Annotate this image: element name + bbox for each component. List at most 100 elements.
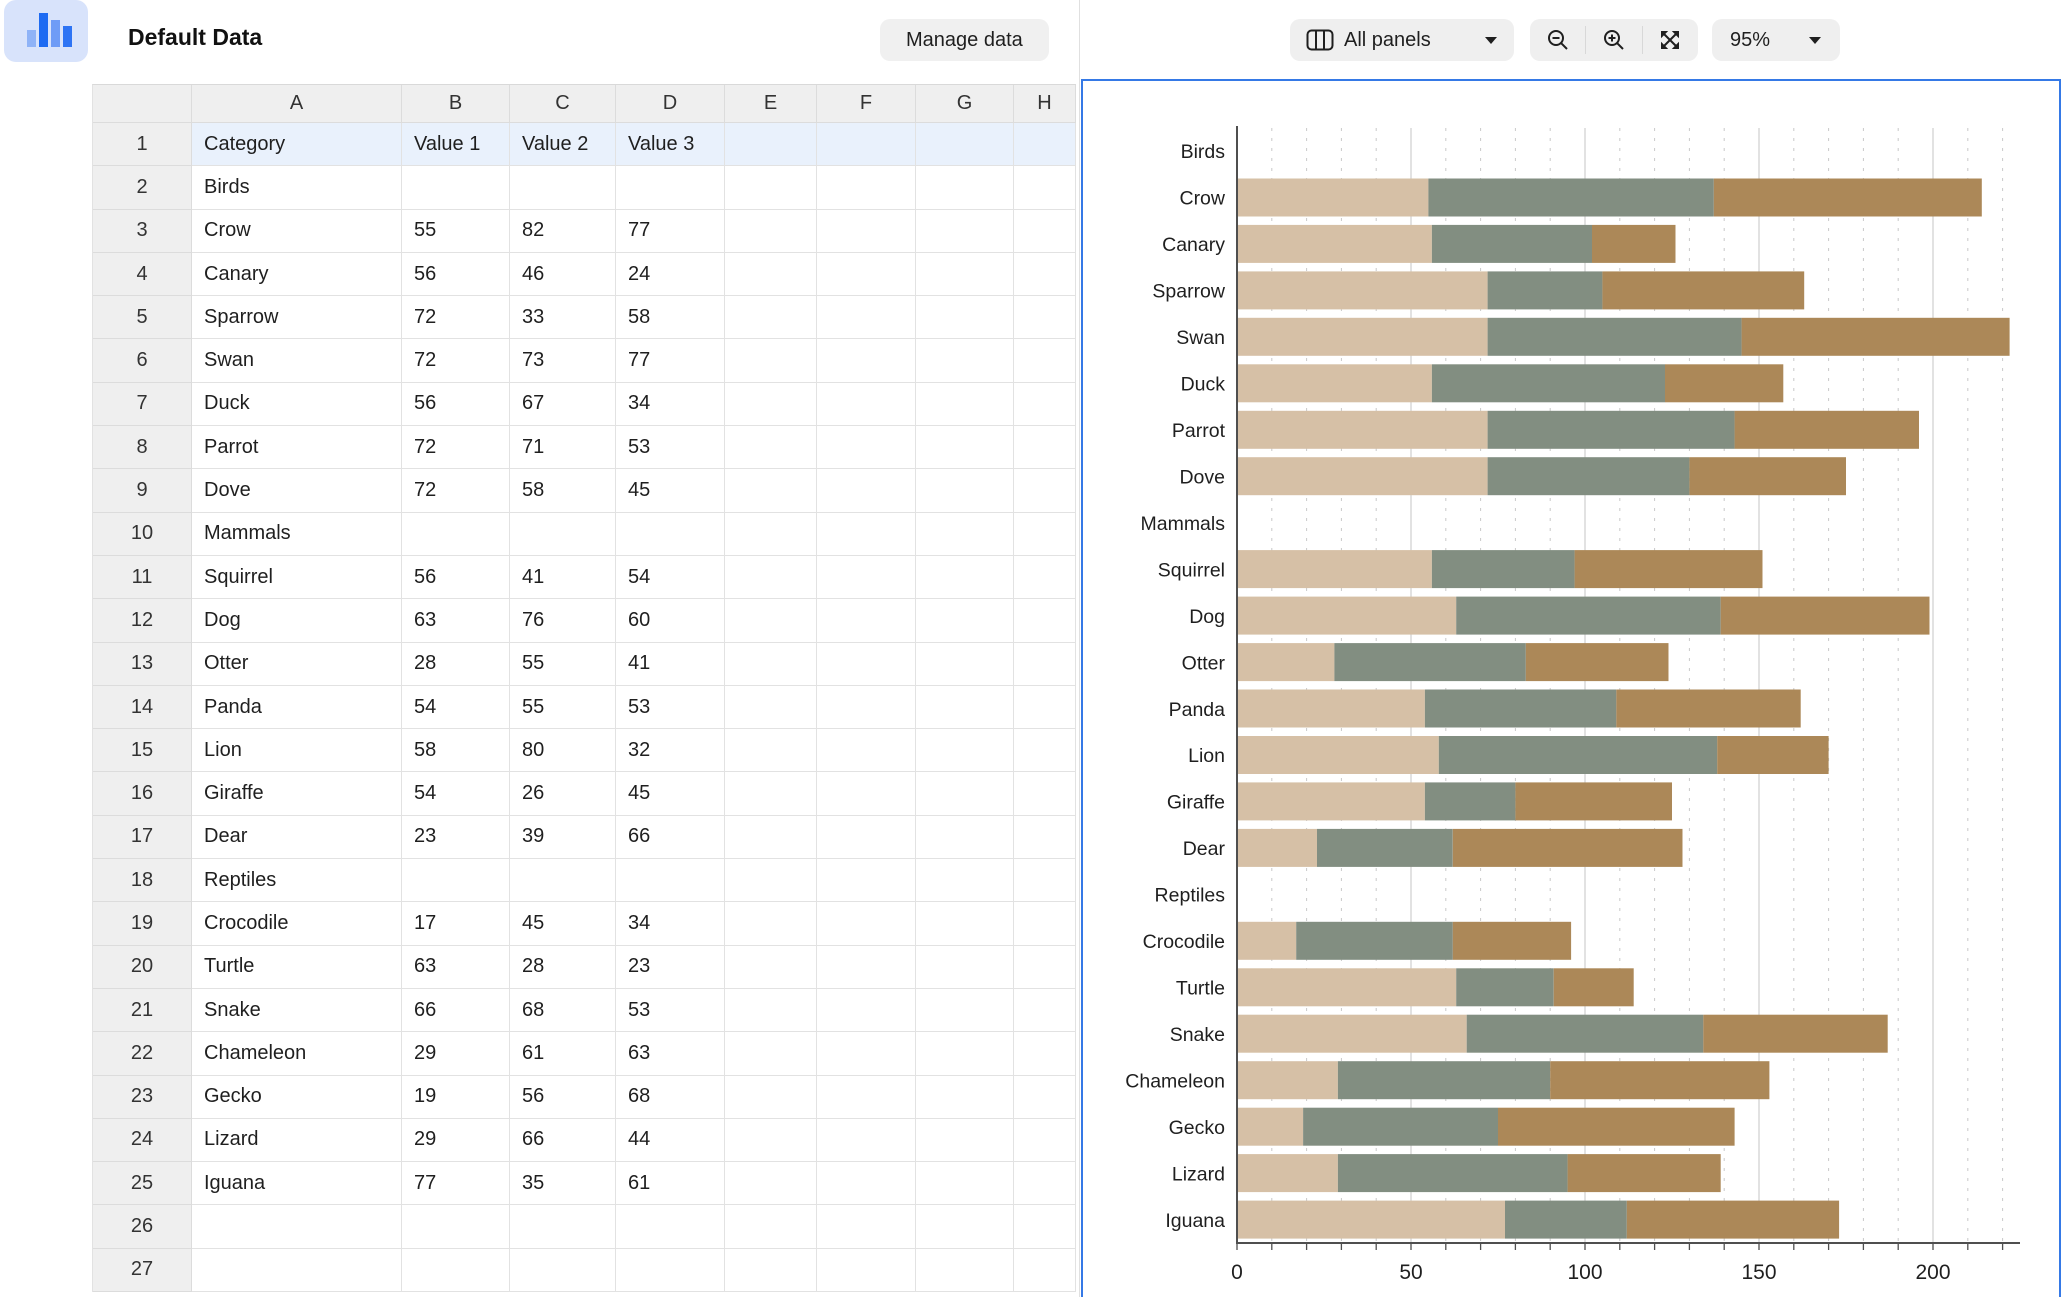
bar-segment-lion-value1[interactable] [1237,736,1439,774]
bar-segment-duck-value2[interactable] [1431,364,1666,403]
cell-D13[interactable]: 41 [616,642,725,686]
cell-C2[interactable] [510,166,616,210]
chart-panel[interactable]: 0 50 100 150 200 Birds Crow Canary Sparrow Swan Du… [1081,79,2061,1297]
cell-G11[interactable] [916,555,1014,600]
cell-F5[interactable] [817,296,916,340]
column-header-C[interactable]: C [510,85,616,123]
cell-B12[interactable]: 63 [402,599,510,643]
cell-H15[interactable] [1014,729,1076,773]
cell-B3[interactable]: 55 [402,209,510,253]
bar-segment-canary-value3[interactable] [1592,224,1676,263]
cell-A27[interactable] [192,1248,402,1293]
cell-C3[interactable]: 82 [510,209,616,253]
cell-C18[interactable] [510,859,616,903]
row-number-7[interactable]: 7 [93,382,192,427]
cell-G4[interactable] [916,252,1014,297]
cell-D16[interactable]: 45 [616,772,725,816]
cell-A3[interactable]: Crow [192,209,402,253]
cell-F15[interactable] [817,729,916,773]
cell-C12[interactable]: 76 [510,599,616,643]
bar-segment-gecko-value1[interactable] [1237,1107,1304,1146]
cell-B18[interactable] [402,859,510,903]
cell-B16[interactable]: 54 [402,772,510,816]
cell-G26[interactable] [916,1205,1014,1249]
bar-segment-sparrow-value3[interactable] [1602,271,1805,310]
cell-E18[interactable] [725,859,817,903]
bar-segment-dog-value3[interactable] [1720,596,1930,635]
bar-segment-parrot-value2[interactable] [1487,410,1735,449]
cell-A14[interactable]: Panda [192,685,402,730]
cell-F1[interactable] [817,123,916,167]
bar-segment-dear-value3[interactable] [1452,828,1683,867]
bar-segment-parrot-value1[interactable] [1237,410,1488,449]
cell-H22[interactable] [1014,1032,1076,1076]
bar-segment-snake-value1[interactable] [1237,1014,1467,1053]
cell-B5[interactable]: 72 [402,296,510,340]
cell-G10[interactable] [916,512,1014,556]
row-number-1[interactable]: 1 [93,123,192,167]
cell-D3[interactable]: 77 [616,209,725,253]
bar-segment-dear-value2[interactable] [1317,828,1453,867]
cell-E24[interactable] [725,1118,817,1163]
row-number-12[interactable]: 12 [93,599,192,643]
cell-C1[interactable]: Value 2 [510,123,616,167]
row-number-13[interactable]: 13 [93,642,192,686]
cell-E9[interactable] [725,469,817,513]
cell-D7[interactable]: 34 [616,382,725,427]
row-number-14[interactable]: 14 [93,685,192,730]
cell-D26[interactable] [616,1205,725,1249]
bar-segment-gecko-value3[interactable] [1498,1107,1735,1146]
bar-segment-swan-value3[interactable] [1741,317,2010,356]
bar-segment-iguana-value2[interactable] [1505,1200,1627,1239]
cell-G6[interactable] [916,339,1014,383]
cell-E11[interactable] [725,555,817,600]
row-number-9[interactable]: 9 [93,469,192,513]
bar-segment-lizard-value1[interactable] [1237,1154,1338,1193]
cell-G12[interactable] [916,599,1014,643]
cell-C21[interactable]: 68 [510,988,616,1033]
bar-segment-otter-value1[interactable] [1237,643,1335,682]
cell-D24[interactable]: 44 [616,1118,725,1163]
cell-B21[interactable]: 66 [402,988,510,1033]
cell-F14[interactable] [817,685,916,730]
bar-segment-dog-value2[interactable] [1456,596,1721,635]
cell-H27[interactable] [1014,1248,1076,1293]
cell-C5[interactable]: 33 [510,296,616,340]
cell-G13[interactable] [916,642,1014,686]
cell-D8[interactable]: 53 [616,426,725,470]
row-number-5[interactable]: 5 [93,296,192,340]
bar-segment-snake-value2[interactable] [1466,1014,1704,1053]
cell-D5[interactable]: 58 [616,296,725,340]
cell-C17[interactable]: 39 [510,815,616,860]
cell-D17[interactable]: 66 [616,815,725,860]
bar-segment-crow-value2[interactable] [1428,178,1714,217]
row-number-6[interactable]: 6 [93,339,192,383]
cell-E1[interactable] [725,123,817,167]
bar-segment-giraffe-value2[interactable] [1424,782,1516,821]
bar-segment-squirrel-value2[interactable] [1431,550,1575,589]
cell-H12[interactable] [1014,599,1076,643]
cell-A1[interactable]: Category [192,123,402,167]
cell-H9[interactable] [1014,469,1076,513]
cell-G18[interactable] [916,859,1014,903]
cell-G16[interactable] [916,772,1014,816]
cell-H7[interactable] [1014,382,1076,427]
cell-A25[interactable]: Iguana [192,1162,402,1206]
row-number-20[interactable]: 20 [93,945,192,989]
cell-E15[interactable] [725,729,817,773]
column-header-A[interactable]: A [192,85,402,123]
bar-segment-swan-value2[interactable] [1487,317,1742,356]
cell-H5[interactable] [1014,296,1076,340]
cell-C9[interactable]: 58 [510,469,616,513]
cell-B9[interactable]: 72 [402,469,510,513]
cell-F18[interactable] [817,859,916,903]
column-header-E[interactable]: E [725,85,817,123]
cell-D27[interactable] [616,1248,725,1293]
cell-C25[interactable]: 35 [510,1162,616,1206]
cell-H23[interactable] [1014,1075,1076,1119]
cell-F26[interactable] [817,1205,916,1249]
cell-F17[interactable] [817,815,916,860]
bar-segment-parrot-value3[interactable] [1734,410,1919,449]
app-logo[interactable] [4,0,88,62]
cell-F8[interactable] [817,426,916,470]
